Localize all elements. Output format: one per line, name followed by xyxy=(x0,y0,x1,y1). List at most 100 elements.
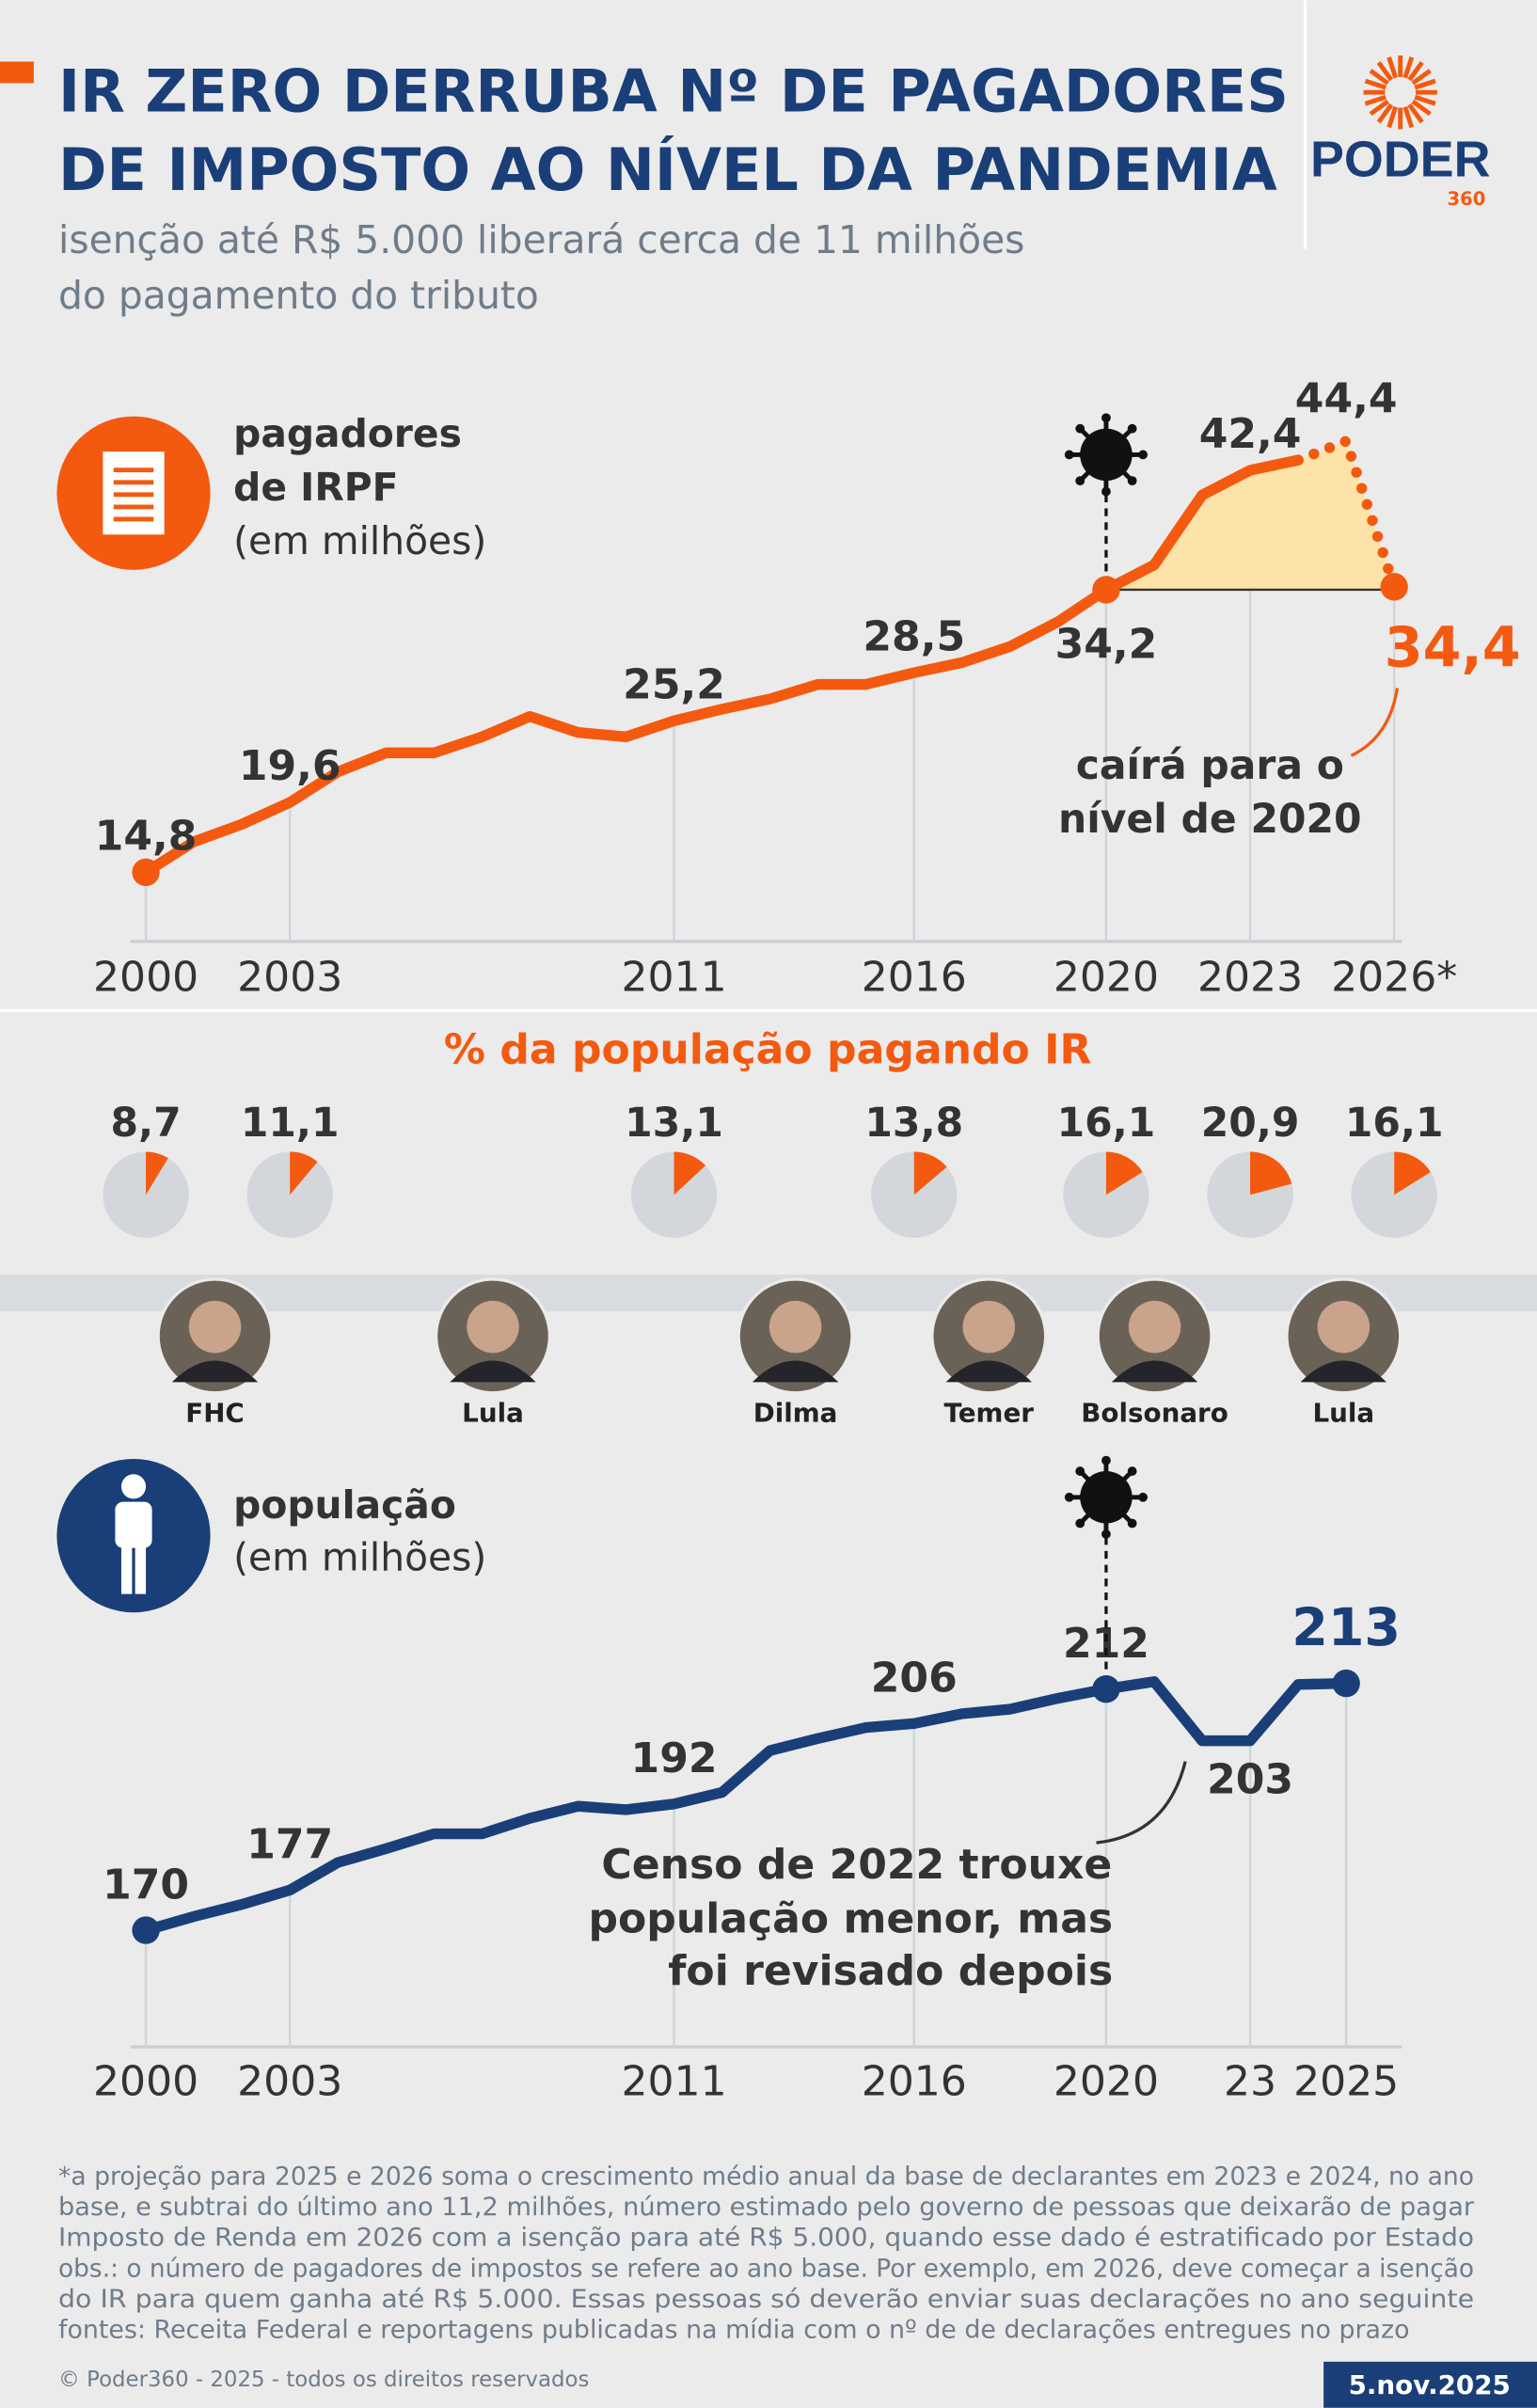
annotation: foi revisado depois xyxy=(668,1947,1113,1995)
title: IR ZERO DERRUBA Nº DE PAGADORES xyxy=(58,57,1289,126)
president-suit xyxy=(945,1360,1032,1383)
annotation: caírá para o xyxy=(1076,743,1344,789)
president-suit xyxy=(171,1360,259,1383)
chart-label: de IRPF xyxy=(233,465,398,510)
chart-label: pagadores xyxy=(233,411,462,456)
president-face xyxy=(962,1300,1015,1354)
accent-mark xyxy=(0,61,34,84)
value-label: 42,4 xyxy=(1199,410,1302,458)
value-label: 34,4 xyxy=(1385,615,1521,680)
population-icon-person xyxy=(115,1474,152,1594)
president-face xyxy=(1128,1300,1181,1354)
footnote: Imposto de Renda em 2026 com a isenção p… xyxy=(58,2224,1474,2253)
logo-ray xyxy=(1402,105,1415,129)
pie-slice xyxy=(290,1151,318,1196)
president-name: Bolsonaro xyxy=(1081,1398,1228,1429)
annotation-arrow xyxy=(1096,1761,1187,1845)
share-chart: % da população pagando IR 8,7 11,1 13,1 13,8… xyxy=(103,1025,1444,1238)
president-name: Temer xyxy=(943,1398,1034,1429)
x-tick-label: 2026* xyxy=(1331,954,1457,1002)
virus-spike-tip xyxy=(1101,486,1111,497)
tax-icon-lines xyxy=(113,467,154,522)
president-suit xyxy=(1111,1360,1198,1383)
data-line xyxy=(1292,436,1400,593)
pie-slice xyxy=(913,1151,947,1196)
pie-title: % da população pagando IR xyxy=(444,1025,1092,1073)
population-chart: população (em milhões) 2000 2003 2011 2016 202… xyxy=(93,1455,1402,2105)
gain-area xyxy=(1105,441,1395,590)
logo-ray xyxy=(1369,99,1389,117)
x-tick-label: 2003 xyxy=(237,2057,342,2105)
pie-label: 16,1 xyxy=(1345,1101,1444,1147)
pie-label: 8,7 xyxy=(110,1101,181,1147)
president-face xyxy=(467,1300,519,1354)
value-label: 192 xyxy=(631,1735,718,1782)
chart-label: (em milhões) xyxy=(233,518,486,563)
president-suit xyxy=(450,1360,536,1383)
data-point xyxy=(132,858,160,887)
logo-ray xyxy=(1386,105,1399,129)
subtitle: isenção até R$ 5.000 liberará cerca de 1… xyxy=(58,217,1024,262)
logo-ray xyxy=(1376,103,1394,124)
x-tick-label: 2011 xyxy=(621,2057,726,2105)
presidents: FHC Lula Dilma Temer Bolsonaro Lula xyxy=(156,1277,1402,1429)
data-point xyxy=(1380,573,1408,601)
x-tick-label: 2003 xyxy=(237,954,342,1002)
footnote: fontes: Receita Federal e reportagens pu… xyxy=(58,2316,1409,2345)
x-tick-label: 2000 xyxy=(93,2057,198,2105)
data-line xyxy=(140,1676,1352,1936)
footnote: *a projeção para 2025 e 2026 soma o cres… xyxy=(58,2162,1474,2191)
pie-slice xyxy=(1105,1151,1143,1196)
virus-spike-tip xyxy=(1101,1529,1111,1539)
footnotes: *a projeção para 2025 e 2026 soma o cres… xyxy=(58,2162,1475,2344)
annotation: nível de 2020 xyxy=(1058,797,1362,843)
x-tick-label: 2025 xyxy=(1293,2057,1399,2105)
logo-ray xyxy=(1364,94,1386,106)
data-point xyxy=(1332,1669,1360,1698)
copyright: © Poder360 - 2025 - todos os direitos re… xyxy=(58,2368,589,2392)
annotation-arrow xyxy=(1350,688,1400,757)
pie-label: 20,9 xyxy=(1201,1101,1300,1147)
pie-label: 16,1 xyxy=(1057,1101,1156,1147)
president-suit xyxy=(752,1360,839,1383)
logo-ray xyxy=(1369,69,1389,86)
value-label: 44,4 xyxy=(1295,375,1398,423)
x-tick-label: 2016 xyxy=(862,954,967,1002)
virus-spike-tip xyxy=(1075,1518,1085,1529)
virus-spike-tip xyxy=(1138,450,1149,460)
date-box xyxy=(1323,2361,1537,2408)
value-label: 14,8 xyxy=(95,812,198,860)
pie-base xyxy=(246,1151,333,1238)
taxpayers-chart: pagadores de IRPF (em milhões) 2000 2003 2011… xyxy=(93,375,1521,1002)
footnote: base, e subtrai do último ano 11,2 milhõ… xyxy=(58,2193,1475,2222)
logo-ray xyxy=(1376,61,1394,82)
value-label: 206 xyxy=(871,1655,958,1703)
value-label: 19,6 xyxy=(239,742,341,790)
chart-label: (em milhões) xyxy=(233,1535,486,1580)
logo-ray xyxy=(1414,94,1436,106)
virus-spike-tip xyxy=(1075,1466,1085,1476)
logo-icon xyxy=(1363,55,1437,130)
president-name: FHC xyxy=(185,1398,245,1429)
value-label: 170 xyxy=(103,1861,189,1909)
logo-ray xyxy=(1386,56,1399,79)
pie-slice xyxy=(1250,1151,1292,1196)
data-point xyxy=(132,1916,160,1944)
president-name: Dilma xyxy=(753,1398,838,1429)
x-tick-label: 2020 xyxy=(1054,954,1159,1002)
value-label: 34,2 xyxy=(1055,620,1158,668)
footnote: do IR para quem ganha até R$ 5.000. Essa… xyxy=(58,2285,1474,2314)
pie-label: 13,8 xyxy=(864,1101,963,1147)
logo-ray xyxy=(1414,78,1436,90)
value-label: 203 xyxy=(1207,1756,1293,1804)
virus-spike-tip xyxy=(1101,413,1111,423)
virus-spike-tip xyxy=(1064,450,1074,460)
subtitle: do pagamento do tributo xyxy=(58,273,539,318)
value-label: 25,2 xyxy=(623,660,725,708)
president-face xyxy=(768,1300,822,1354)
virus-spike-tip xyxy=(1127,1518,1137,1529)
virus xyxy=(1080,1471,1133,1524)
x-tick-label: 2020 xyxy=(1054,2057,1159,2105)
president-name: Lula xyxy=(1312,1398,1374,1429)
